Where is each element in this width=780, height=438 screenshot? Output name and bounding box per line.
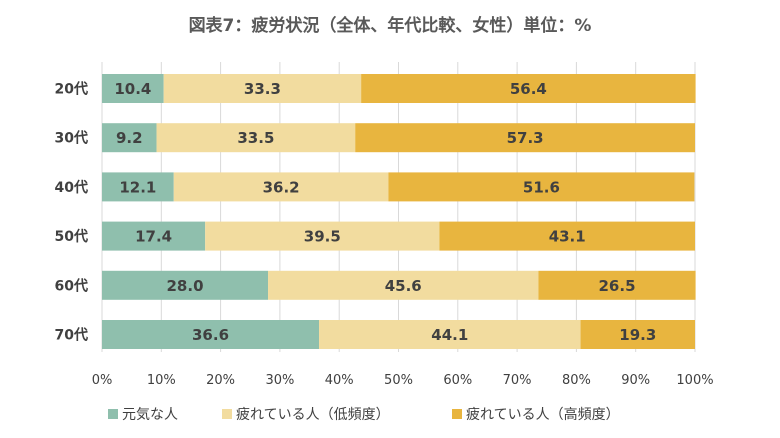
data-label: 39.5 bbox=[304, 228, 341, 246]
bar-segment bbox=[102, 221, 206, 251]
legend: 元気な人 疲れている人（低頻度） 疲れている人（高頻度） bbox=[108, 406, 620, 423]
x-tick-label: 40% bbox=[325, 373, 354, 388]
data-label: 33.3 bbox=[244, 80, 281, 98]
x-tick-label: 50% bbox=[384, 373, 413, 388]
bar-segment bbox=[439, 221, 695, 251]
grid-lines bbox=[101, 62, 696, 352]
category-labels: 20代 30代 40代 50代 60代 70代 bbox=[55, 81, 88, 344]
x-tick-label: 80% bbox=[562, 373, 591, 388]
category-label: 30代 bbox=[55, 130, 88, 147]
data-label: 56.4 bbox=[510, 80, 547, 98]
bar-segment bbox=[355, 123, 695, 153]
bar-segment bbox=[102, 123, 157, 153]
x-tick-label: 30% bbox=[265, 373, 294, 388]
data-label: 19.3 bbox=[619, 326, 656, 344]
legend-swatch bbox=[222, 409, 232, 419]
bar-segment bbox=[102, 74, 164, 103]
x-tick-label: 10% bbox=[147, 373, 176, 388]
data-label: 33.5 bbox=[237, 129, 274, 147]
bar-segment bbox=[538, 270, 696, 300]
x-tick-label: 90% bbox=[621, 373, 650, 388]
data-label: 9.2 bbox=[116, 129, 143, 147]
legend-label: 疲れている人（高頻度） bbox=[466, 406, 620, 423]
legend-swatch bbox=[108, 409, 118, 419]
category-label: 70代 bbox=[55, 327, 88, 344]
data-label: 26.5 bbox=[599, 277, 636, 295]
category-label: 20代 bbox=[55, 81, 88, 98]
x-tick-label: 60% bbox=[443, 373, 472, 388]
data-label: 12.1 bbox=[119, 178, 156, 196]
x-tick-label: 70% bbox=[503, 373, 532, 388]
data-label: 43.1 bbox=[549, 228, 586, 246]
bar-segment bbox=[102, 172, 174, 202]
data-label: 51.6 bbox=[523, 178, 560, 196]
bar-segment bbox=[163, 74, 362, 103]
bar-segment bbox=[205, 221, 440, 251]
data-label: 36.2 bbox=[263, 178, 300, 196]
data-label: 44.1 bbox=[431, 326, 468, 344]
bar-segment bbox=[268, 270, 539, 300]
bar-segment bbox=[580, 320, 695, 349]
chart-title: 図表7：疲労状況（全体、年代比較、女性）単位：% bbox=[189, 15, 592, 36]
legend-swatch bbox=[452, 409, 462, 419]
data-label: 36.6 bbox=[192, 326, 229, 344]
data-label: 10.4 bbox=[114, 80, 151, 98]
legend-label: 元気な人 bbox=[122, 407, 178, 423]
data-label: 57.3 bbox=[507, 129, 544, 147]
x-tick-label: 0% bbox=[92, 373, 113, 388]
bar-segment bbox=[102, 320, 320, 349]
legend-label: 疲れている人（低頻度） bbox=[236, 406, 390, 423]
bar-segment bbox=[156, 123, 356, 153]
category-label: 50代 bbox=[55, 228, 88, 245]
bar-segment bbox=[319, 320, 581, 349]
bar-segment bbox=[361, 74, 696, 103]
bar-segment bbox=[102, 270, 269, 300]
x-tick-label: 100% bbox=[676, 373, 713, 388]
bars: 10.4 33.3 56.4 9.2 33.5 57.3 12.1 36.2 51.6 17.4 3… bbox=[102, 74, 696, 349]
data-label: 17.4 bbox=[135, 228, 172, 246]
x-axis-tick-labels: 0% 10% 20% 30% 40% 50% 60% 70% 80% 90% 100% bbox=[92, 373, 714, 388]
category-label: 60代 bbox=[55, 277, 88, 294]
x-tick-label: 20% bbox=[206, 373, 235, 388]
bar-segment bbox=[173, 172, 389, 202]
data-label: 28.0 bbox=[167, 277, 204, 295]
category-label: 40代 bbox=[55, 179, 88, 196]
data-label: 45.6 bbox=[385, 277, 422, 295]
bar-segment bbox=[388, 172, 695, 202]
